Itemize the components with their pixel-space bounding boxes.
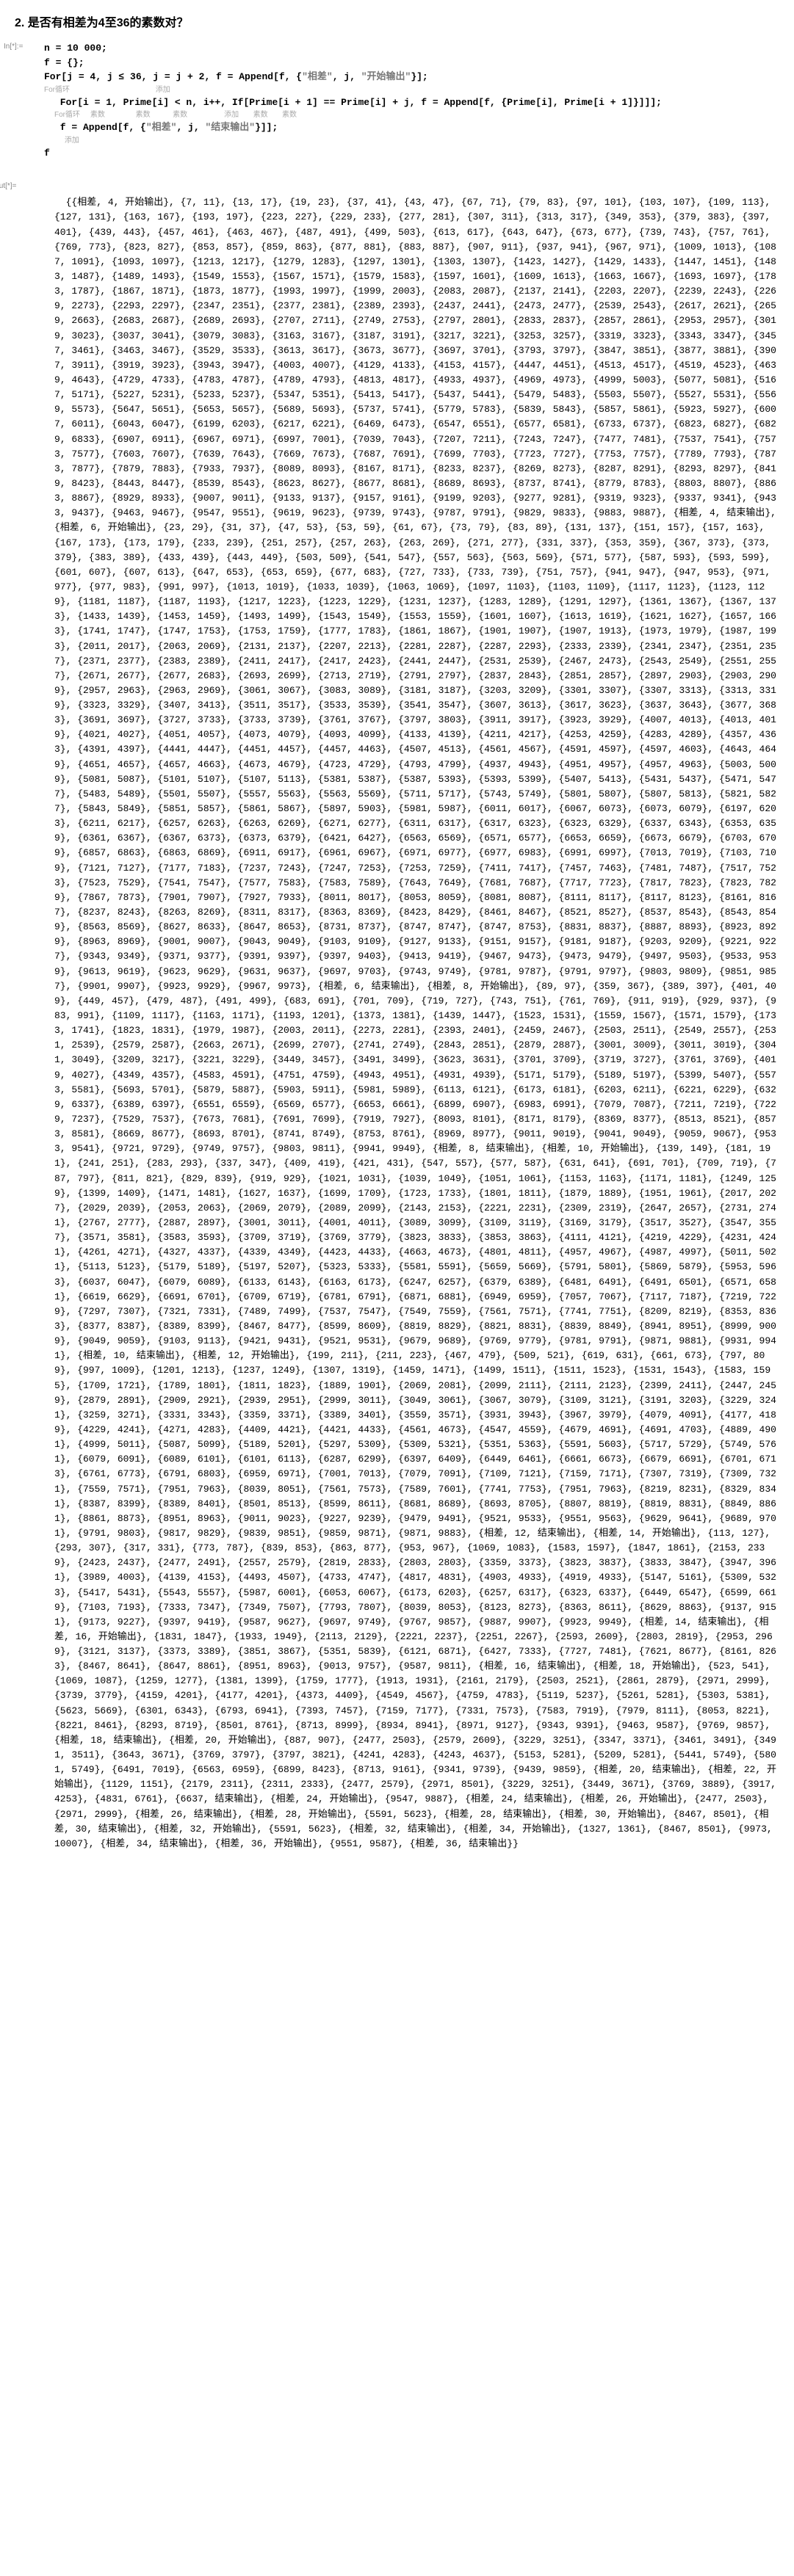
code-comment-5: 添加 xyxy=(44,135,779,146)
code-line-5: f = Append[f, {"相差", j, "结束输出"}]]; xyxy=(44,120,779,135)
code-comment-3: For循环 添加 xyxy=(44,84,779,95)
code-comment-4: For循环 素数 素数 素数 添加 素数 素数 xyxy=(44,109,779,120)
code-line-1: n = 10 000; xyxy=(44,41,779,56)
code-line-2: f = {}; xyxy=(44,56,779,70)
output-text: {{相差, 4, 开始输出}, {7, 11}, {13, 17}, {19, … xyxy=(54,197,782,1849)
page-title: 2. 是否有相差为4至36的素数对？ xyxy=(15,15,779,32)
code-output-cell: Out[*]= {{相差, 4, 开始输出}, {7, 11}, {13, 17… xyxy=(44,166,779,1851)
code-line-4: For[i = 1, Prime[i] < n, i++, If[Prime[i… xyxy=(44,95,779,110)
input-label: In[*]:= xyxy=(4,41,23,52)
code-input-cell: In[*]:= n = 10 000; f = {}; For[j = 4, j… xyxy=(44,41,779,160)
code-line-3: For[j = 4, j ≤ 36, j = j + 2, f = Append… xyxy=(44,70,779,84)
output-label: Out[*]= xyxy=(4,181,16,192)
code-line-6: f xyxy=(44,146,779,161)
